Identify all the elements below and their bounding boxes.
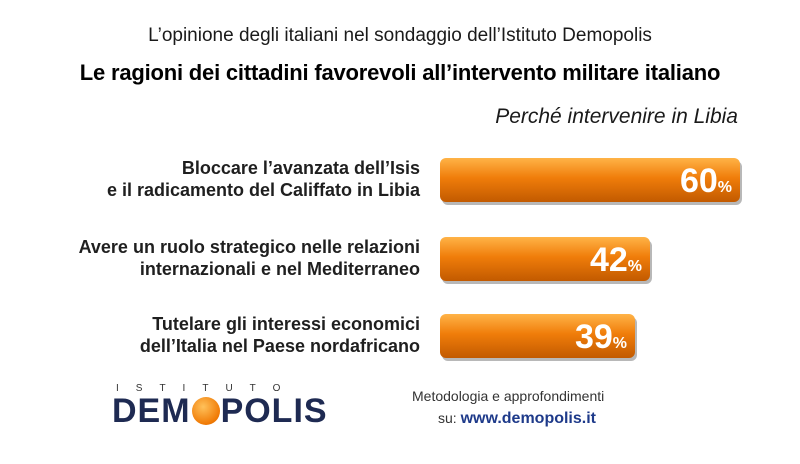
category-label-2-line-1: Avere un ruolo strategico nelle relazion… [79, 237, 420, 257]
bar-1 [440, 158, 740, 202]
chart-title: Le ragioni dei cittadini favorevoli all’… [79, 60, 721, 85]
category-label-1-line-2: e il radicamento del Califfato in Libia [107, 180, 421, 200]
logo-top-text: ISTITUTO [116, 383, 298, 394]
category-label-3-line-1: Tutelare gli interessi economici [152, 314, 420, 334]
category-label-3-line-2: dell’Italia nel Paese nordafricano [140, 336, 420, 356]
methodology-line2: su: www.demopolis.it [412, 410, 632, 428]
chart-heading: Perché intervenire in Libia [495, 105, 738, 128]
methodology-url-link[interactable]: www.demopolis.it [460, 410, 596, 427]
methodology-prefix: su: [438, 410, 457, 426]
bar-value-unit: % [613, 335, 627, 352]
methodology-note: Metodologia e approfondimenti su: www.de… [412, 388, 632, 428]
demopolis-logo: ISTITUTO DEM POLIS [112, 383, 352, 431]
bar-value-number: 39 [575, 318, 613, 356]
bar-2 [440, 237, 650, 281]
bar-value-number: 60 [680, 162, 718, 200]
logo-text-b: POLIS [220, 392, 328, 430]
bar-value-label-2: 42% [590, 241, 642, 279]
logo-orange-circle-icon [191, 397, 220, 425]
category-label-1-line-1: Bloccare l’avanzata dell’Isis [182, 158, 420, 178]
bar-value-number: 42 [590, 241, 628, 279]
category-label-2-line-2: internazionali e nel Mediterraneo [140, 259, 420, 279]
chart-subtitle: L’opinione degli italiani nel sondaggio … [148, 25, 652, 46]
bar-3 [440, 314, 635, 358]
logo-main-text: DEM POLIS [112, 392, 352, 431]
methodology-line1: Metodologia e approfondimenti [412, 388, 605, 404]
bar-value-unit: % [718, 179, 732, 196]
bar-value-label-1: 60% [680, 162, 732, 200]
bar-value-unit: % [628, 258, 642, 275]
bar-value-label-3: 39% [575, 318, 627, 356]
logo-text-a: DEM [112, 392, 191, 430]
